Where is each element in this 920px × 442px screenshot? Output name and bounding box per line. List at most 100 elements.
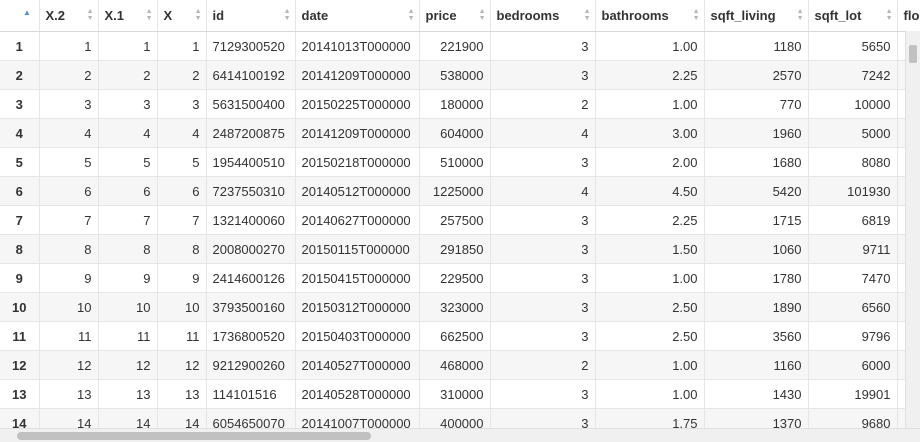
table-cell: 7470 bbox=[808, 263, 898, 293]
table-cell: 8 bbox=[157, 234, 207, 264]
row-number: 10 bbox=[0, 292, 40, 322]
column-header[interactable]: bathrooms ▲ ▼ bbox=[595, 0, 705, 32]
table-row: 12 12 12 12 9212900260 20140527T000000 468000 2… bbox=[0, 350, 920, 380]
sort-icon[interactable]: ▲ ▼ bbox=[145, 8, 153, 22]
table-cell: 662500 bbox=[419, 321, 491, 351]
table-cell: 4 bbox=[490, 176, 596, 206]
table-cell: 10 bbox=[157, 292, 207, 322]
table-cell: 1430 bbox=[704, 379, 809, 409]
column-header-label: sqft_lot bbox=[814, 8, 862, 23]
table-cell: 2008000270 bbox=[206, 234, 296, 264]
table-cell: 10 bbox=[98, 292, 158, 322]
table-cell: 291850 bbox=[419, 234, 491, 264]
table-cell: 510000 bbox=[419, 147, 491, 177]
column-header[interactable]: price ▲ ▼ bbox=[419, 0, 491, 32]
sort-icon[interactable]: ▲ ▼ bbox=[86, 8, 94, 22]
sort-icon[interactable]: ▲ ▼ bbox=[194, 8, 202, 22]
table-cell: 9711 bbox=[808, 234, 898, 264]
table-cell: 9 bbox=[98, 263, 158, 293]
table-cell: 310000 bbox=[419, 379, 491, 409]
row-number: 2 bbox=[0, 60, 40, 90]
table-cell: 3 bbox=[157, 89, 207, 119]
table-cell: 8080 bbox=[808, 147, 898, 177]
table-cell: 257500 bbox=[419, 205, 491, 235]
table-cell: 1321400060 bbox=[206, 205, 296, 235]
table-cell: 4 bbox=[98, 118, 158, 148]
sort-icon[interactable]: ▲ ▼ bbox=[407, 8, 415, 22]
table-cell: 3 bbox=[490, 379, 596, 409]
column-header[interactable]: date ▲ ▼ bbox=[295, 0, 420, 32]
table-row: 6 6 6 6 7237550310 20140512T000000 1225000 4 4.5… bbox=[0, 176, 920, 206]
table-cell: 1180 bbox=[704, 31, 809, 61]
table-cell: 1 bbox=[39, 31, 99, 61]
column-header-label: bedrooms bbox=[496, 8, 560, 23]
table-cell: 20150218T000000 bbox=[295, 147, 420, 177]
table-cell: 11 bbox=[98, 321, 158, 351]
table-cell: 3 bbox=[490, 205, 596, 235]
table-cell: 3.00 bbox=[595, 118, 705, 148]
column-header[interactable]: sqft_lot ▲ ▼ bbox=[808, 0, 898, 32]
table-cell: 5 bbox=[39, 147, 99, 177]
vertical-scrollbar[interactable] bbox=[905, 31, 920, 428]
table-cell: 1225000 bbox=[419, 176, 491, 206]
table-cell: 1960 bbox=[704, 118, 809, 148]
table-cell: 12 bbox=[157, 350, 207, 380]
table-cell: 8 bbox=[98, 234, 158, 264]
table-cell: 3 bbox=[490, 292, 596, 322]
table-cell: 2 bbox=[157, 60, 207, 90]
table-cell: 2 bbox=[98, 60, 158, 90]
horizontal-scroll-thumb[interactable] bbox=[17, 432, 371, 440]
sort-icon[interactable]: ▲ ▼ bbox=[692, 8, 700, 22]
table-cell: 2570 bbox=[704, 60, 809, 90]
table-cell: 9 bbox=[157, 263, 207, 293]
table-cell: 19901 bbox=[808, 379, 898, 409]
sort-icon[interactable]: ▲ ▼ bbox=[283, 8, 291, 22]
vertical-scroll-thumb[interactable] bbox=[909, 45, 917, 63]
column-header-label: X.1 bbox=[104, 8, 125, 23]
sort-ascending-icon[interactable]: ▲ bbox=[23, 8, 31, 17]
table-row: 8 8 8 8 2008000270 20150115T000000 291850 3 1.50… bbox=[0, 234, 920, 264]
column-header[interactable]: flo bbox=[897, 0, 920, 32]
table-cell: 20150225T000000 bbox=[295, 89, 420, 119]
row-number: 1 bbox=[0, 31, 40, 61]
horizontal-scrollbar[interactable] bbox=[0, 428, 920, 442]
row-number: 5 bbox=[0, 147, 40, 177]
table-cell: 10 bbox=[39, 292, 99, 322]
column-header-label: flo bbox=[903, 8, 920, 23]
table-cell: 6 bbox=[39, 176, 99, 206]
column-header[interactable]: id ▲ ▼ bbox=[206, 0, 296, 32]
table-body: 1 1 1 1 7129300520 20141013T000000 221900 3 1.00… bbox=[0, 31, 920, 438]
sort-icon[interactable]: ▲ ▼ bbox=[885, 8, 893, 22]
table-cell: 1.50 bbox=[595, 234, 705, 264]
table-cell: 3 bbox=[490, 31, 596, 61]
row-number: 4 bbox=[0, 118, 40, 148]
sort-icon[interactable]: ▲ ▼ bbox=[583, 8, 591, 22]
sort-icon[interactable]: ▲ ▼ bbox=[478, 8, 486, 22]
table-cell: 9212900260 bbox=[206, 350, 296, 380]
table-cell: 2.25 bbox=[595, 60, 705, 90]
table-row: 11 11 11 11 1736800520 20150403T000000 662500 3… bbox=[0, 321, 920, 351]
table-cell: 3793500160 bbox=[206, 292, 296, 322]
row-number-header[interactable]: ▲ bbox=[0, 0, 40, 32]
table-cell: 20141209T000000 bbox=[295, 60, 420, 90]
column-header[interactable]: bedrooms ▲ ▼ bbox=[490, 0, 596, 32]
column-header[interactable]: X.2 ▲ ▼ bbox=[39, 0, 99, 32]
column-header[interactable]: sqft_living ▲ ▼ bbox=[704, 0, 809, 32]
table-cell: 2487200875 bbox=[206, 118, 296, 148]
table-cell: 538000 bbox=[419, 60, 491, 90]
sort-icon[interactable]: ▲ ▼ bbox=[796, 8, 804, 22]
row-number: 9 bbox=[0, 263, 40, 293]
column-header[interactable]: X.1 ▲ ▼ bbox=[98, 0, 158, 32]
column-header[interactable]: X ▲ ▼ bbox=[157, 0, 207, 32]
table-cell: 20150403T000000 bbox=[295, 321, 420, 351]
table-cell: 3 bbox=[490, 321, 596, 351]
column-header-label: id bbox=[212, 8, 225, 23]
table-cell: 101930 bbox=[808, 176, 898, 206]
column-header-label: X.2 bbox=[45, 8, 66, 23]
table-cell: 3 bbox=[490, 263, 596, 293]
table-cell: 5650 bbox=[808, 31, 898, 61]
table-cell: 2 bbox=[490, 89, 596, 119]
table-cell: 3 bbox=[490, 147, 596, 177]
table-cell: 2.50 bbox=[595, 292, 705, 322]
